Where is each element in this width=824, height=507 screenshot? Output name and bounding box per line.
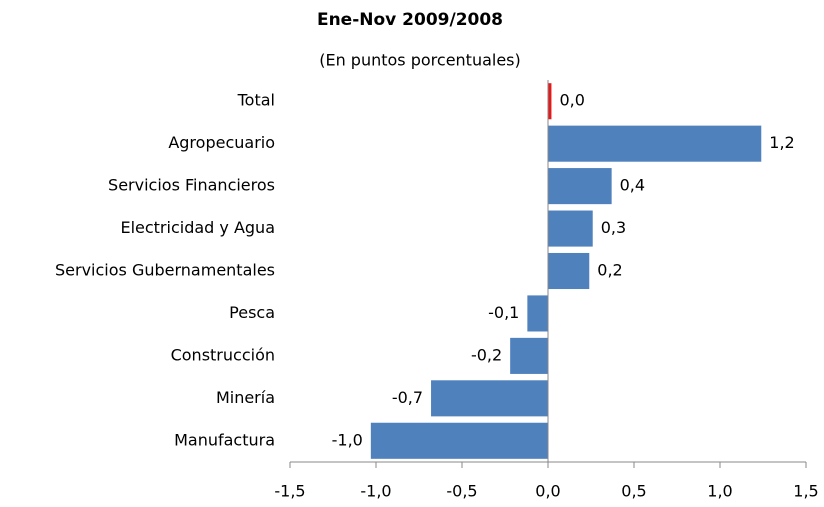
- bar: [548, 168, 612, 205]
- y-tick-label: Total: [237, 91, 275, 110]
- x-tick-label: 1,5: [793, 482, 818, 501]
- y-tick-label: Pesca: [229, 303, 275, 322]
- bar: [431, 380, 548, 417]
- bar: [370, 422, 548, 459]
- bar: [548, 125, 762, 162]
- bar: [510, 337, 548, 374]
- chart-subtitle: (En puntos porcentuales): [319, 51, 521, 70]
- value-label: -0,1: [488, 303, 519, 322]
- x-tick-label: 0,5: [621, 482, 646, 501]
- bar: [548, 83, 552, 120]
- y-tick-label: Servicios Financieros: [108, 176, 275, 195]
- value-label: 1,2: [769, 133, 794, 152]
- value-label: -0,7: [392, 388, 423, 407]
- value-label: -1,0: [332, 430, 363, 449]
- y-tick-label: Manufactura: [174, 430, 275, 449]
- x-tick-label: -1,5: [274, 482, 305, 501]
- y-tick-label: Construcción: [171, 345, 275, 364]
- y-tick-label: Agropecuario: [168, 133, 275, 152]
- value-label: 0,3: [601, 218, 626, 237]
- bar: [527, 295, 548, 332]
- x-tick-label: -1,0: [360, 482, 391, 501]
- x-tick-label: -0,5: [446, 482, 477, 501]
- y-tick-label: Servicios Gubernamentales: [55, 261, 275, 280]
- value-label: -0,2: [471, 345, 502, 364]
- x-tick-label: 0,0: [535, 482, 560, 501]
- bar: [548, 210, 593, 247]
- y-tick-label: Electricidad y Agua: [120, 218, 275, 237]
- value-label: 0,4: [620, 176, 645, 195]
- y-tick-label: Minería: [216, 388, 275, 407]
- chart-title: Ene-Nov 2009/2008: [317, 10, 503, 30]
- bar: [548, 252, 590, 290]
- x-tick-label: 1,0: [707, 482, 732, 501]
- value-label: 0,0: [559, 91, 584, 110]
- value-label: 0,2: [597, 261, 622, 280]
